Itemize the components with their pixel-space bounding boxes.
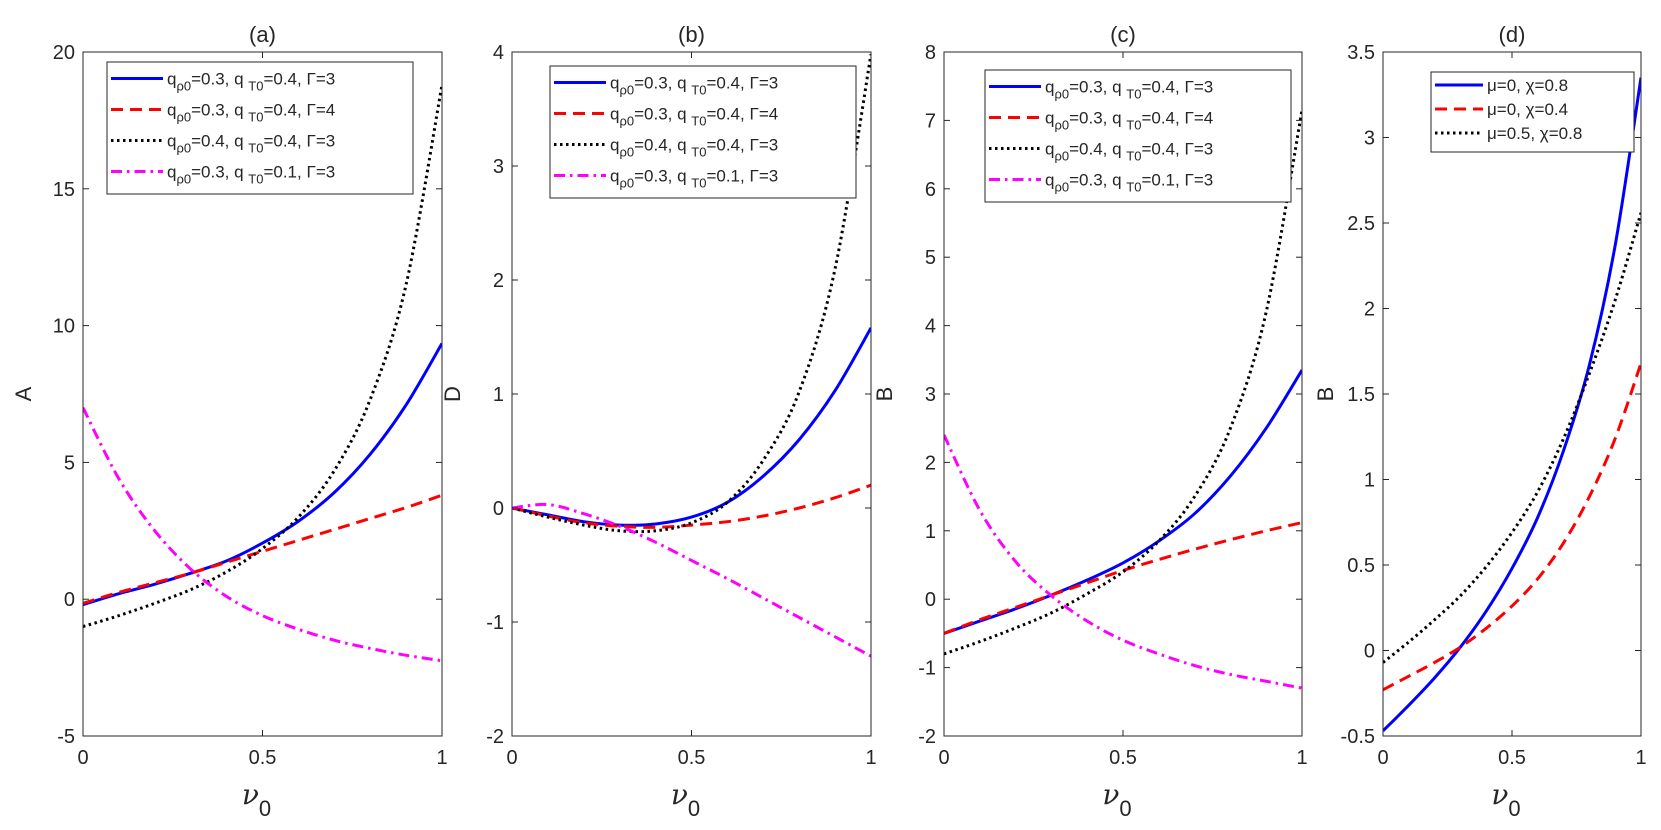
y-tick-label: 2.5 [1347, 213, 1375, 235]
x-tick-label: 0 [506, 747, 517, 769]
y-tick-label: 0 [493, 498, 504, 520]
legend: qρ0=0.3, q T0=0.4, Γ=3 qρ0=0.3, q T0=0.4,… [984, 69, 1292, 203]
x-axis-label: ν0 [671, 778, 700, 821]
series-line-1 [1383, 362, 1641, 692]
y-tick-label: 2 [1364, 299, 1375, 321]
panel-title: (a) [249, 22, 276, 47]
series-line-3 [944, 434, 1302, 690]
legend-entry: qρ0=0.3, q T0=0.4, Γ=4 [610, 105, 778, 129]
legend-entry: qρ0=0.3, q T0=0.1, Γ=3 [1045, 171, 1213, 195]
y-tick-label: 1 [1364, 470, 1375, 492]
series-line-1 [944, 521, 1302, 635]
x-tick-label: 0.5 [1109, 747, 1137, 769]
y-tick-label: -1 [486, 612, 504, 634]
y-tick-label: 20 [53, 42, 75, 64]
x-axis-label: ν0 [242, 778, 271, 821]
y-axis-label: B [872, 387, 897, 402]
y-tick-label: 2 [493, 270, 504, 292]
y-tick-label: -2 [486, 726, 504, 748]
x-tick-label: 0.5 [249, 747, 277, 769]
legend-entry: qρ0=0.3, q T0=0.4, Γ=3 [610, 74, 778, 98]
panel-title: (b) [678, 22, 705, 47]
y-tick-label: 0 [64, 589, 75, 611]
y-axis-label: B [1313, 387, 1338, 402]
y-axis-label: D [440, 386, 465, 402]
legend: μ=0, χ=0.8 μ=0, χ=0.4 μ=0.5, χ=0.8 [1430, 71, 1635, 153]
legend: qρ0=0.3, q T0=0.4, Γ=3 qρ0=0.3, q T0=0.4,… [106, 61, 414, 195]
y-tick-label: 8 [925, 42, 936, 64]
y-tick-label: 2 [925, 452, 936, 474]
series-line-2 [512, 54, 871, 534]
y-tick-label: 4 [493, 42, 504, 64]
legend-entry: qρ0=0.3, q T0=0.1, Γ=3 [610, 167, 778, 191]
legend-entry: qρ0=0.4, q T0=0.4, Γ=3 [1045, 140, 1213, 164]
y-tick-label: 3 [493, 156, 504, 178]
series-line-3 [83, 407, 442, 663]
legend-entry: qρ0=0.4, q T0=0.4, Γ=3 [610, 136, 778, 160]
legend-entry: qρ0=0.3, q T0=0.1, Γ=3 [167, 163, 335, 187]
x-axis-label: ν0 [1102, 778, 1131, 821]
legend-entry: qρ0=0.3, q T0=0.4, Γ=4 [1045, 109, 1213, 133]
series-line-2 [944, 109, 1302, 656]
y-tick-label: 7 [925, 110, 936, 132]
y-tick-label: 0 [1364, 641, 1375, 663]
y-tick-label: 0 [925, 589, 936, 611]
x-tick-label: 1 [1296, 747, 1307, 769]
series-line-1 [512, 483, 871, 529]
y-tick-label: 1 [925, 521, 936, 543]
legend: qρ0=0.3, q T0=0.4, Γ=3 qρ0=0.3, q T0=0.4,… [549, 65, 857, 199]
x-tick-label: 1 [1635, 747, 1646, 769]
x-tick-label: 0.5 [678, 747, 706, 769]
x-tick-label: 0 [938, 747, 949, 769]
y-tick-label: 10 [53, 316, 75, 338]
chart-panel-2: 0 0.5 1 -2 -1 0 1 2 3 4 5 6 7 8 (c) Bν0 qρ0=0.3, q T0=0.… [872, 22, 1308, 821]
y-tick-label: 4 [925, 316, 936, 338]
y-tick-label: 3 [925, 384, 936, 406]
x-tick-label: 1 [865, 747, 876, 769]
y-tick-label: 5 [925, 247, 936, 269]
legend-entry: qρ0=0.4, q T0=0.4, Γ=3 [167, 132, 335, 156]
y-tick-label: -0.5 [1341, 726, 1375, 748]
x-tick-label: 0.5 [1498, 747, 1526, 769]
y-tick-label: 15 [53, 179, 75, 201]
panel-title: (d) [1499, 22, 1526, 47]
y-tick-label: 6 [925, 179, 936, 201]
y-tick-label: -2 [918, 726, 936, 748]
legend-entry: qρ0=0.3, q T0=0.4, Γ=3 [167, 70, 335, 94]
x-tick-label: 1 [436, 747, 447, 769]
y-tick-label: 3 [1364, 128, 1375, 150]
legend-entry: μ=0, χ=0.8 [1487, 76, 1568, 95]
y-tick-label: -1 [918, 658, 936, 680]
legend-entry: qρ0=0.3, q T0=0.4, Γ=4 [167, 101, 335, 125]
series-line-0 [1383, 77, 1641, 732]
plot-area [1383, 52, 1641, 736]
x-axis-label: ν0 [1491, 778, 1520, 821]
y-tick-label: 1.5 [1347, 384, 1375, 406]
legend-entry: μ=0.5, χ=0.8 [1487, 124, 1582, 143]
y-tick-label: 3.5 [1347, 42, 1375, 64]
chart-panel-1: 0 0.5 1 -2 -1 0 1 2 3 4 (b) Dν0 qρ0=0.3, q T0=0.4, Γ… [440, 22, 877, 821]
y-tick-label: 1 [493, 384, 504, 406]
legend-entry: μ=0, χ=0.4 [1487, 100, 1568, 119]
y-tick-label: 5 [64, 452, 75, 474]
series-line-2 [83, 84, 442, 628]
x-tick-label: 0 [77, 747, 88, 769]
y-axis-label: A [11, 386, 36, 401]
panel-title: (c) [1110, 22, 1136, 47]
series-line-1 [83, 493, 442, 605]
y-tick-label: -5 [57, 726, 75, 748]
x-tick-label: 0 [1377, 747, 1388, 769]
series-line-3 [512, 502, 871, 658]
legend-entry: qρ0=0.3, q T0=0.4, Γ=3 [1045, 78, 1213, 102]
y-tick-label: 0.5 [1347, 555, 1375, 577]
